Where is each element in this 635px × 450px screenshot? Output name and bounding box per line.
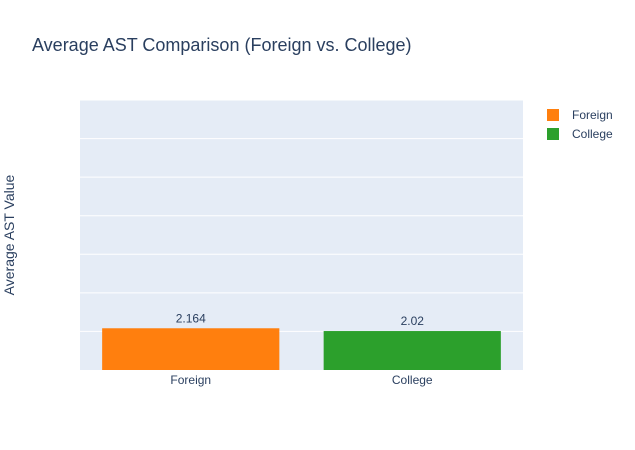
- x-axis-ticks: Foreign College: [170, 373, 433, 387]
- x-tick-label-foreign: Foreign: [170, 373, 211, 387]
- x-tick-label-college: College: [392, 373, 433, 387]
- legend[interactable]: Foreign College: [547, 108, 613, 141]
- bars: [102, 328, 501, 370]
- legend-label-college[interactable]: College: [572, 127, 613, 141]
- data-label-college: 2.02: [401, 314, 425, 328]
- bar-foreign[interactable]: [102, 328, 280, 370]
- data-label-foreign: 2.164: [176, 311, 206, 325]
- legend-label-foreign[interactable]: Foreign: [572, 108, 613, 122]
- plot-area: [80, 100, 523, 370]
- y-axis-title: Average AST Value: [1, 174, 17, 295]
- data-labels: 2.164 2.02: [176, 311, 425, 328]
- bar-college[interactable]: [323, 331, 501, 370]
- legend-swatch-college[interactable]: [547, 128, 559, 140]
- legend-swatch-foreign[interactable]: [547, 109, 559, 121]
- chart-title: Average AST Comparison (Foreign vs. Coll…: [32, 35, 412, 55]
